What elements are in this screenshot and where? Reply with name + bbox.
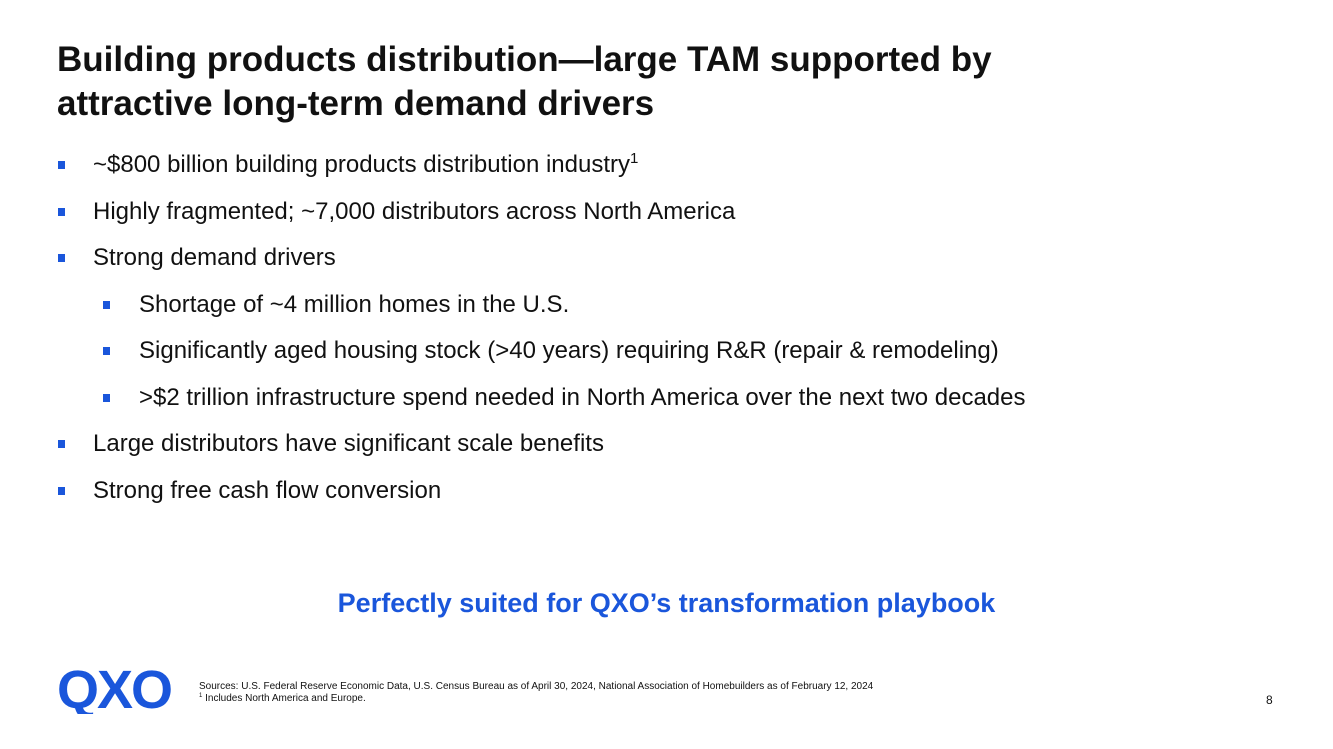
footnote-marker: 1 [630,150,639,167]
sub-bullet-item-housing-shortage: Shortage of ~4 million homes in the U.S. [57,282,1297,329]
bullet-item-demand-drivers: Strong demand drivers [57,235,1297,282]
qxo-logo-text: QXO [57,664,171,714]
bullet-item-scale-benefits: Large distributors have significant scal… [57,421,1297,468]
slide-title: Building products distribution—large TAM… [57,38,1257,126]
square-bullet-icon [58,254,65,262]
bullet-text: Strong free cash flow conversion [93,476,442,504]
square-bullet-icon [103,347,110,355]
bullet-item-cash-flow: Strong free cash flow conversion [57,468,1297,515]
bullet-item-fragmented: Highly fragmented; ~7,000 distributors a… [57,189,1297,236]
square-bullet-icon [103,300,110,309]
bullet-text: Highly fragmented; ~7,000 distributors a… [93,197,736,225]
footnote-text: Includes North America and Europe. [205,693,366,704]
slide-title-line-2: attractive long-term demand drivers [57,84,655,123]
sources-footnote: Sources: U.S. Federal Reserve Economic D… [199,681,873,705]
bullet-list: ~$800 billion building products distribu… [57,142,1297,514]
footnote-marker: 1 [199,693,203,699]
footnote-1: 1 Includes North America and Europe. [199,693,873,705]
bullet-text: ~$800 billion building products distribu… [93,151,630,178]
bullet-text: Strong demand drivers [93,244,336,271]
sub-bullet-item-infrastructure: >$2 trillion infrastructure spend needed… [57,375,1297,422]
square-bullet-icon [103,393,110,402]
square-bullet-icon [58,486,65,495]
square-bullet-icon [58,440,65,448]
page-number: 8 [1266,693,1273,707]
bullet-text: Large distributors have significant scal… [93,430,604,457]
sub-bullet-text: >$2 trillion infrastructure spend needed… [139,383,1026,411]
bullet-item-industry-size: ~$800 billion building products distribu… [57,142,1297,189]
tagline: Perfectly suited for QXO’s transformatio… [337,588,996,618]
sources-text: Sources: U.S. Federal Reserve Economic D… [199,681,874,692]
slide-title-line-1: Building products distribution—large TAM… [57,40,992,79]
square-bullet-icon [58,161,65,169]
sub-bullet-item-aged-housing: Significantly aged housing stock (>40 ye… [57,328,1297,375]
sub-bullet-text: Shortage of ~4 million homes in the U.S. [139,290,570,318]
square-bullet-icon [58,207,65,216]
sub-bullet-text: Significantly aged housing stock (>40 ye… [139,337,999,364]
qxo-logo: QXO [57,664,173,714]
